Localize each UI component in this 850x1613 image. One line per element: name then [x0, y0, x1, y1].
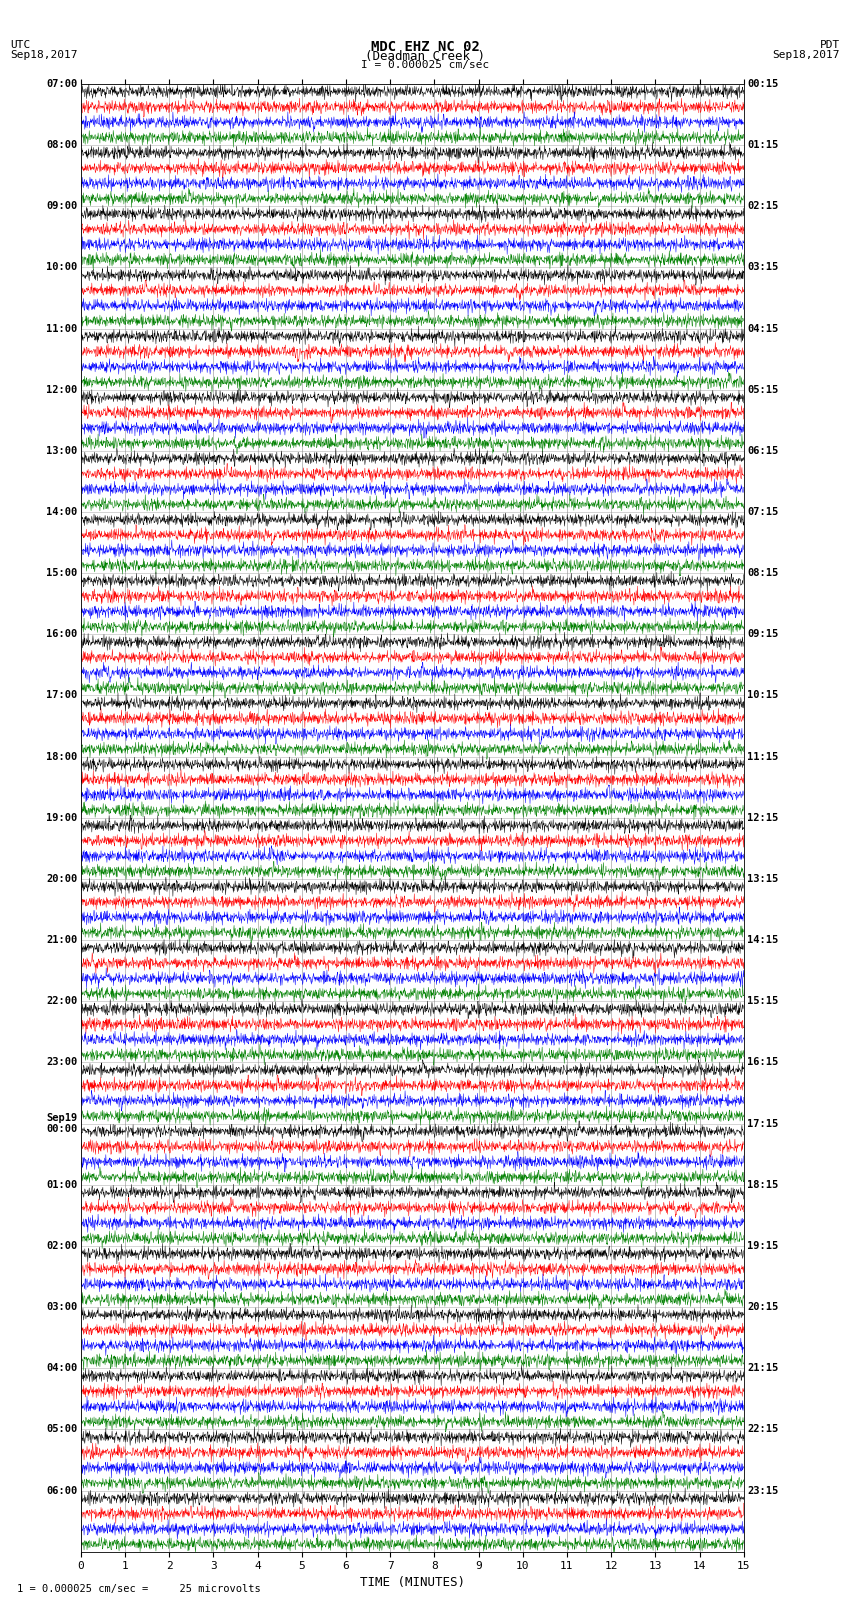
Text: 19:00: 19:00 — [46, 813, 77, 823]
Text: 1 = 0.000025 cm/sec =     25 microvolts: 1 = 0.000025 cm/sec = 25 microvolts — [17, 1584, 261, 1594]
Text: 18:15: 18:15 — [747, 1179, 779, 1190]
Text: 05:00: 05:00 — [46, 1424, 77, 1434]
Text: 04:00: 04:00 — [46, 1363, 77, 1373]
Text: 03:15: 03:15 — [747, 263, 779, 273]
Text: 06:00: 06:00 — [46, 1486, 77, 1495]
Text: 12:00: 12:00 — [46, 384, 77, 395]
Text: 21:00: 21:00 — [46, 936, 77, 945]
Text: UTC: UTC — [10, 39, 31, 50]
Text: 23:15: 23:15 — [747, 1486, 779, 1495]
Text: 09:00: 09:00 — [46, 202, 77, 211]
Text: 08:15: 08:15 — [747, 568, 779, 577]
Text: 01:15: 01:15 — [747, 140, 779, 150]
Text: MDC EHZ NC 02: MDC EHZ NC 02 — [371, 39, 479, 53]
Text: 01:00: 01:00 — [46, 1179, 77, 1190]
Text: 06:15: 06:15 — [747, 445, 779, 456]
Text: 17:15: 17:15 — [747, 1118, 779, 1129]
Text: 15:00: 15:00 — [46, 568, 77, 577]
Text: 00:15: 00:15 — [747, 79, 779, 89]
Text: 22:00: 22:00 — [46, 997, 77, 1007]
Text: Sep18,2017: Sep18,2017 — [773, 50, 840, 60]
Text: 21:15: 21:15 — [747, 1363, 779, 1373]
Text: 04:15: 04:15 — [747, 324, 779, 334]
Text: 02:00: 02:00 — [46, 1240, 77, 1252]
Text: 10:15: 10:15 — [747, 690, 779, 700]
Text: 11:15: 11:15 — [747, 752, 779, 761]
Text: 14:15: 14:15 — [747, 936, 779, 945]
Text: (Deadman Creek ): (Deadman Creek ) — [365, 50, 485, 63]
Text: 02:15: 02:15 — [747, 202, 779, 211]
Text: 09:15: 09:15 — [747, 629, 779, 639]
Text: 08:00: 08:00 — [46, 140, 77, 150]
Text: I = 0.000025 cm/sec: I = 0.000025 cm/sec — [361, 60, 489, 69]
X-axis label: TIME (MINUTES): TIME (MINUTES) — [360, 1576, 465, 1589]
Text: PDT: PDT — [819, 39, 840, 50]
Text: 03:00: 03:00 — [46, 1302, 77, 1311]
Text: 22:15: 22:15 — [747, 1424, 779, 1434]
Text: 11:00: 11:00 — [46, 324, 77, 334]
Text: 07:15: 07:15 — [747, 506, 779, 518]
Text: 10:00: 10:00 — [46, 263, 77, 273]
Text: 12:15: 12:15 — [747, 813, 779, 823]
Text: 20:00: 20:00 — [46, 874, 77, 884]
Text: 16:00: 16:00 — [46, 629, 77, 639]
Text: 20:15: 20:15 — [747, 1302, 779, 1311]
Text: 18:00: 18:00 — [46, 752, 77, 761]
Text: Sep18,2017: Sep18,2017 — [10, 50, 77, 60]
Text: 16:15: 16:15 — [747, 1058, 779, 1068]
Text: 07:00: 07:00 — [46, 79, 77, 89]
Text: 14:00: 14:00 — [46, 506, 77, 518]
Text: 13:15: 13:15 — [747, 874, 779, 884]
Text: 13:00: 13:00 — [46, 445, 77, 456]
Text: Sep19
00:00: Sep19 00:00 — [46, 1113, 77, 1134]
Text: 23:00: 23:00 — [46, 1058, 77, 1068]
Text: 19:15: 19:15 — [747, 1240, 779, 1252]
Text: 17:00: 17:00 — [46, 690, 77, 700]
Text: 15:15: 15:15 — [747, 997, 779, 1007]
Text: 05:15: 05:15 — [747, 384, 779, 395]
